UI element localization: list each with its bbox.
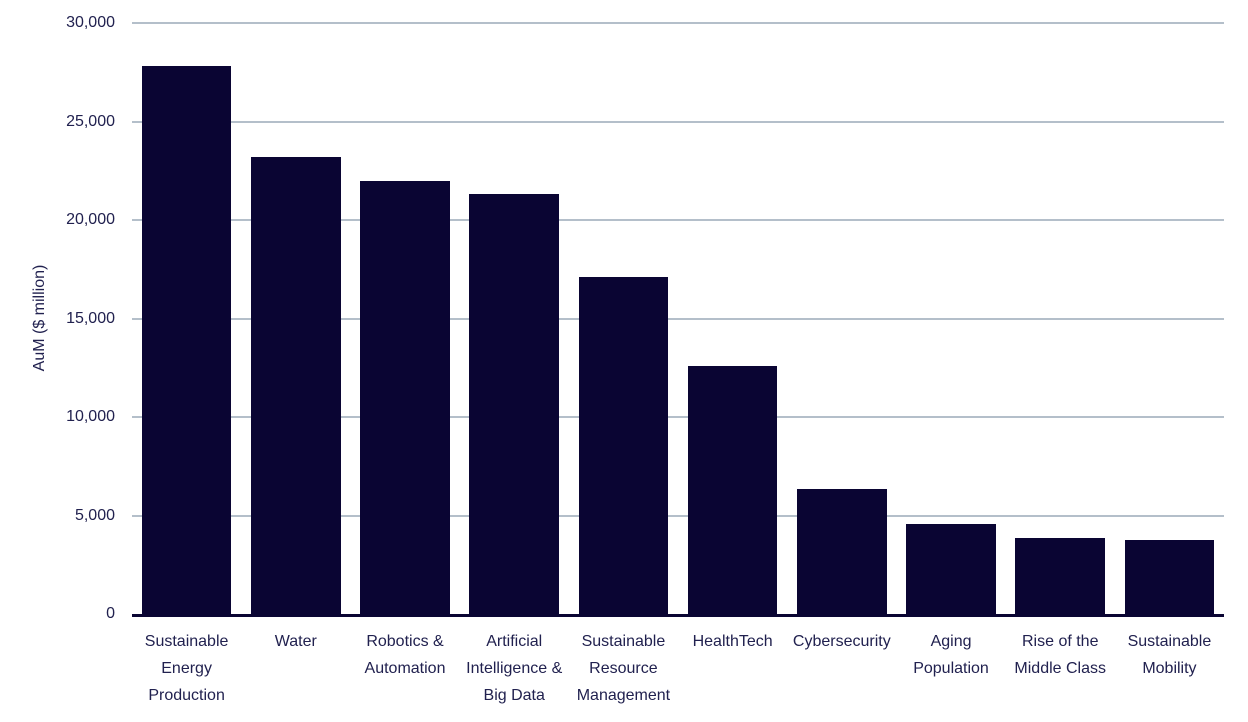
bar-sustainable-mobility [1124,540,1215,614]
bars [132,23,1224,614]
bar-slot [350,23,459,614]
y-tick-label: 30,000 [66,14,115,31]
bar-slot [896,23,1005,614]
bar-slot [132,23,241,614]
bar-slot [460,23,569,614]
x-tick-label-sustainable-resource-management: Sustainable Resource Management [576,633,671,704]
bar-water [251,156,341,614]
x-tick-label-sustainable-mobility: Sustainable Mobility [1127,633,1212,677]
gridline [132,22,1224,24]
y-tick-label: 10,000 [66,408,115,425]
bar-robotics-automation [360,180,450,614]
y-tick-label: 20,000 [66,211,115,228]
bar-healthtech [687,365,778,614]
bar-slot [678,23,787,614]
x-tick-label-aging-population: Aging Population [913,633,989,677]
y-tick-label: 25,000 [66,112,115,130]
y-tick-label: 15,000 [66,309,115,327]
y-axis-ticks: 0 5,000 10,000 15,000 20,000 25,000 30,000 [0,15,115,622]
y-tick-label: 0 [106,605,115,622]
x-tick-label-cybersecurity: Cybersecurity [792,633,891,650]
bar-aging-population [906,524,996,614]
gridline [132,219,1224,221]
gridlines [132,22,1224,614]
x-tick-label-healthtech: HealthTech [692,633,773,650]
x-tick-label-artificial-intelligence-big-data: Artificial Intelligence & Big Data [466,633,563,704]
x-tick-label-sustainable-energy-production: Sustainable Energy Production [144,633,229,704]
bar-sustainable-energy-production [141,66,232,614]
plot-area [132,22,1224,617]
bar-slot [1006,23,1115,614]
bar-slot [1115,23,1224,614]
x-tick-label-robotics-automation: Robotics & Automation [364,633,446,677]
gridline [132,416,1224,418]
x-tick-label-rise-of-the-middle-class: Rise of the Middle Class [1014,633,1107,677]
x-tick-label-water: Water [274,633,317,650]
bar-slot [787,23,896,614]
x-labels: Sustainable Energy Production Water Robotics… [132,628,1224,709]
bar-rise-of-the-middle-class [1015,538,1105,614]
bar-slot [241,23,350,614]
bar-cybersecurity [797,488,887,614]
gridline [132,317,1224,320]
y-tick-label: 5,000 [74,506,115,524]
bar-slot [569,23,678,614]
bar-sustainable-resource-management [578,277,669,614]
bar-artificial-intelligence-big-data [469,194,559,614]
gridline [132,514,1224,517]
gridline [132,120,1224,123]
